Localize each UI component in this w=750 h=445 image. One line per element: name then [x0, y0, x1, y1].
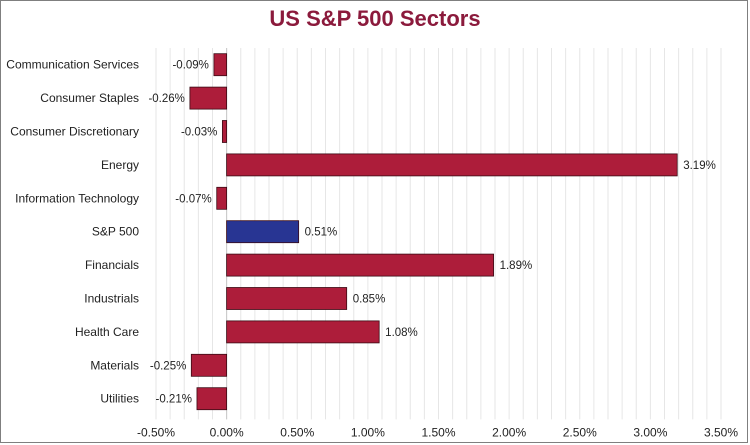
data-label: 1.08% — [385, 327, 418, 339]
bar — [226, 253, 494, 277]
bar — [226, 320, 380, 344]
data-label: -0.03% — [181, 127, 217, 139]
x-tick-label: -0.50% — [137, 425, 175, 439]
x-tick-label: 0.50% — [280, 425, 314, 439]
x-tick-label: 1.00% — [351, 425, 385, 439]
x-tick-label: 3.50% — [704, 425, 738, 439]
bar — [216, 186, 228, 210]
x-tick-label: 1.50% — [421, 425, 455, 439]
category-label: Industrials — [84, 292, 139, 306]
bar — [190, 353, 228, 377]
data-label: -0.07% — [175, 193, 211, 205]
bar — [226, 287, 348, 310]
bar — [226, 220, 300, 244]
data-label: 0.85% — [353, 294, 386, 306]
category-label: Information Technology — [15, 191, 139, 205]
data-label: -0.25% — [150, 360, 186, 372]
category-label: Utilities — [100, 392, 139, 406]
category-label: Health Care — [75, 325, 139, 339]
category-label: Materials — [90, 358, 139, 372]
bar — [213, 53, 228, 77]
bar — [221, 120, 228, 143]
bar — [226, 153, 678, 177]
category-label: Consumer Discretionary — [10, 125, 139, 139]
chart-title: US S&P 500 Sectors — [269, 6, 481, 31]
data-label: -0.26% — [148, 93, 184, 105]
x-tick-label: 2.50% — [563, 425, 597, 439]
data-label: -0.09% — [172, 60, 208, 72]
category-label: Communication Services — [6, 58, 139, 72]
category-label: S&P 500 — [92, 225, 139, 239]
data-label: 3.19% — [683, 160, 716, 172]
x-tick-label: 2.00% — [492, 425, 526, 439]
x-tick-label: 3.00% — [633, 425, 667, 439]
data-label: -0.21% — [156, 394, 192, 406]
category-label: Financials — [85, 258, 139, 272]
x-tick-label: 0.00% — [210, 425, 244, 439]
bar — [196, 387, 228, 411]
data-label: 0.51% — [305, 227, 338, 239]
category-label: Energy — [101, 158, 139, 172]
category-label: Consumer Staples — [40, 91, 139, 105]
bar — [189, 86, 228, 110]
data-label: 1.89% — [500, 260, 533, 272]
